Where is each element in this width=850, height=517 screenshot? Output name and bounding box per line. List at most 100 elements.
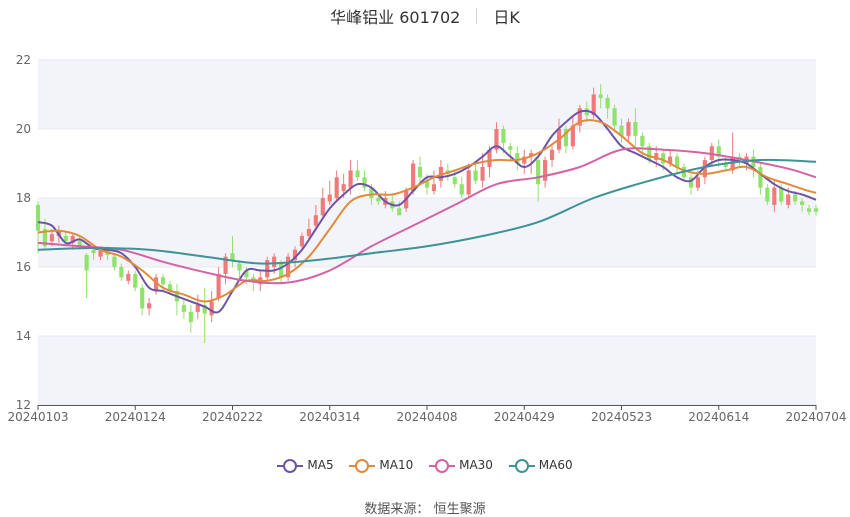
- candle-body: [487, 149, 492, 167]
- period-tab[interactable]: 日K: [493, 8, 520, 27]
- candle-body: [306, 229, 311, 236]
- candle-body: [466, 170, 471, 195]
- candle: [605, 94, 610, 119]
- candle-body: [522, 156, 527, 164]
- ma-line-ma30: [37, 147, 817, 285]
- y-tick-label: 16: [16, 260, 31, 274]
- candle-body: [529, 153, 534, 157]
- title-separator: [476, 8, 478, 24]
- candle-body: [813, 208, 819, 212]
- x-tick-label: 20240523: [591, 410, 652, 424]
- x-tick-label: 20240429: [494, 410, 555, 424]
- candle-body: [598, 94, 603, 98]
- legend-item-ma30[interactable]: MA30: [429, 458, 493, 473]
- candle-body: [688, 177, 694, 188]
- candle: [265, 256, 270, 281]
- candle: [529, 149, 534, 174]
- source-value: 恒生聚源: [433, 502, 486, 517]
- candle-body: [480, 166, 485, 181]
- legend-item-ma5[interactable]: MA5: [277, 458, 334, 473]
- candle-body: [786, 194, 791, 205]
- candle: [147, 298, 152, 316]
- legend-marker-ma30: [429, 458, 456, 473]
- candle-body: [112, 256, 117, 267]
- candle-body: [285, 256, 291, 278]
- candle-body: [515, 153, 520, 164]
- candle-body: [147, 303, 152, 309]
- candle-body: [265, 260, 270, 278]
- candle: [279, 260, 284, 285]
- candle: [320, 187, 325, 219]
- candle-body: [640, 135, 645, 147]
- candle-body: [508, 146, 513, 150]
- x-tick-label: 20240614: [688, 410, 749, 424]
- candle: [167, 280, 173, 295]
- ma-line-ma60: [37, 158, 817, 265]
- candle: [285, 253, 291, 281]
- candle-body: [202, 304, 207, 314]
- candle-body: [695, 177, 700, 188]
- candle-body: [431, 184, 437, 192]
- y-tick-label: 14: [16, 329, 31, 343]
- candle-body: [244, 270, 249, 278]
- candle-body: [49, 234, 54, 242]
- moving-average-lines: [37, 109, 817, 314]
- candle-body: [230, 253, 235, 261]
- legend-item-ma60[interactable]: MA60: [508, 458, 573, 473]
- candle-body: [154, 277, 159, 292]
- candle-body: [654, 153, 659, 161]
- candle: [140, 284, 145, 316]
- y-tick-label: 12: [16, 398, 31, 412]
- candle: [84, 253, 89, 299]
- candle-body: [369, 187, 374, 198]
- candle-body: [397, 208, 402, 216]
- x-tick-label: 20240314: [299, 410, 360, 424]
- candle-body: [160, 277, 166, 285]
- candle: [313, 204, 318, 230]
- candle: [306, 218, 311, 240]
- legend-marker-ma10: [349, 458, 376, 473]
- candle-body: [313, 215, 318, 226]
- candle-body: [800, 201, 805, 205]
- candle-body: [327, 194, 332, 202]
- candle: [299, 232, 305, 250]
- plot-band: [38, 336, 816, 405]
- legend-label-ma60: MA60: [538, 458, 573, 472]
- candle-body: [167, 284, 173, 292]
- candle: [619, 118, 624, 143]
- x-tick-label: 20240408: [396, 410, 457, 424]
- candle-body: [501, 129, 506, 143]
- candle: [411, 160, 416, 195]
- ma-line-ma10: [37, 119, 817, 303]
- candle: [195, 294, 200, 319]
- candle-body: [424, 180, 430, 188]
- candle: [800, 198, 805, 212]
- legend-label-ma30: MA30: [459, 458, 493, 472]
- legend-label-ma10: MA10: [379, 458, 414, 472]
- candle-body: [793, 194, 798, 202]
- candle: [355, 160, 360, 181]
- candle-body: [181, 304, 186, 312]
- candle: [570, 115, 575, 150]
- candle: [327, 180, 332, 205]
- candle-body: [251, 277, 256, 281]
- candle: [536, 156, 541, 202]
- candle: [674, 153, 680, 174]
- candle: [598, 84, 603, 109]
- candle: [806, 204, 812, 216]
- candle: [376, 194, 381, 205]
- candle-body: [119, 267, 124, 278]
- candle: [501, 125, 506, 154]
- candle-body: [341, 184, 346, 192]
- candle-body: [563, 129, 569, 147]
- y-tick-label: 20: [16, 122, 31, 136]
- candle: [202, 287, 207, 343]
- candle-body: [362, 177, 367, 188]
- candle-body: [591, 94, 596, 116]
- candle: [522, 149, 527, 174]
- legend-item-ma10[interactable]: MA10: [349, 458, 414, 473]
- candle-body: [661, 153, 666, 164]
- candle-body: [272, 256, 277, 267]
- candle: [563, 125, 569, 154]
- plot-band: [38, 198, 816, 267]
